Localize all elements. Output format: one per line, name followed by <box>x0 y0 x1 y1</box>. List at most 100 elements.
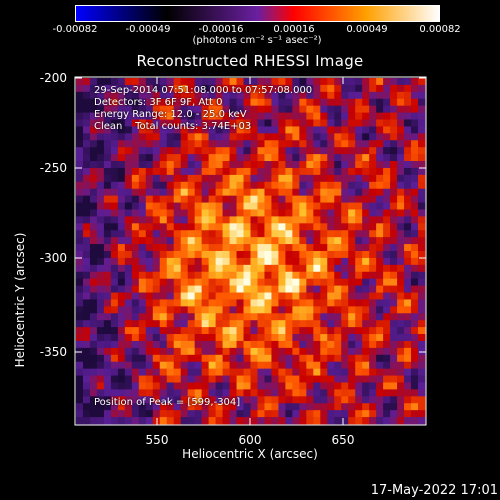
heatmap-cell <box>131 119 140 127</box>
heatmap-cell <box>418 195 426 203</box>
annotation-time: 29-Sep-2014 07:51:08.000 to 07:57:08.000 <box>94 85 313 96</box>
heatmap-cell <box>355 154 363 162</box>
heatmap-cell <box>271 223 279 231</box>
heatmap-cell <box>369 278 377 286</box>
heatmap-cell <box>89 361 98 370</box>
heatmap-cell <box>306 195 314 203</box>
heatmap-cell <box>397 195 405 203</box>
heatmap-cell <box>320 98 328 107</box>
heatmap-cell <box>152 410 161 418</box>
heatmap-cell <box>187 306 196 314</box>
heatmap-cell <box>229 285 237 293</box>
heatmap-cell <box>103 313 112 321</box>
heatmap-cell <box>96 340 105 349</box>
heatmap-cell <box>376 78 384 86</box>
heatmap-cell <box>327 285 335 293</box>
heatmap-cell <box>243 223 251 231</box>
heatmap-cell <box>215 299 223 307</box>
heatmap-cell <box>76 244 84 252</box>
heatmap-cell <box>201 292 210 300</box>
heatmap-cell <box>187 105 196 113</box>
heatmap-cell <box>278 237 286 245</box>
heatmap-cell <box>264 78 272 86</box>
heatmap-cell <box>306 306 314 314</box>
heatmap-cell <box>292 161 300 169</box>
heatmap-cell <box>138 340 147 349</box>
heatmap-cell <box>320 313 328 321</box>
heatmap-cell <box>257 230 265 238</box>
heatmap-cell <box>334 382 342 390</box>
heatmap-cell <box>159 368 168 376</box>
heatmap-cell <box>229 133 237 141</box>
heatmap-cell <box>124 340 133 349</box>
heatmap-cell <box>313 84 321 93</box>
heatmap-cell <box>418 313 426 321</box>
heatmap-cell <box>397 292 405 300</box>
heatmap-cell <box>355 382 363 390</box>
heatmap-cell <box>376 140 384 148</box>
heatmap-cell <box>131 396 140 404</box>
heatmap-cell <box>145 271 154 280</box>
heatmap-cell <box>208 285 216 293</box>
heatmap-cell <box>369 161 377 169</box>
heatmap-cell <box>285 354 293 363</box>
heatmap-cell <box>187 216 196 224</box>
heatmap-cell <box>173 299 182 307</box>
heatmap-cell <box>110 382 119 390</box>
heatmap-cell <box>152 264 161 273</box>
heatmap-cell <box>404 306 412 314</box>
heatmap-cell <box>327 154 335 162</box>
heatmap-cell <box>215 251 223 259</box>
heatmap-cell <box>236 278 244 286</box>
heatmap-cell <box>215 126 223 134</box>
heatmap-cell <box>152 181 161 190</box>
heatmap-cell <box>383 327 391 335</box>
heatmap-cell <box>243 237 251 245</box>
heatmap-cell <box>208 230 216 238</box>
heatmap-cell <box>362 313 370 321</box>
heatmap-cell <box>355 361 363 370</box>
heatmap-cell <box>201 347 210 356</box>
heatmap-cell <box>89 292 98 300</box>
heatmap-cell <box>341 140 349 148</box>
heatmap-cell <box>222 313 230 321</box>
heatmap-cell <box>103 278 112 286</box>
heatmap-cell <box>404 78 412 86</box>
heatmap-cell <box>418 278 426 286</box>
heatmap-cell <box>166 98 175 107</box>
heatmap-cell <box>271 112 279 120</box>
heatmap-cell <box>76 306 84 314</box>
heatmap-cell <box>208 306 216 314</box>
heatmap-cell <box>404 361 412 370</box>
heatmap-cell <box>215 320 223 328</box>
heatmap-cell <box>390 154 398 162</box>
heatmap-cell <box>117 251 126 259</box>
heatmap-cell <box>369 195 377 203</box>
heatmap-cell <box>187 313 196 321</box>
heatmap-cell <box>355 264 363 273</box>
heatmap-cell <box>313 140 321 148</box>
heatmap-cell <box>215 292 223 300</box>
heatmap-cell <box>229 237 237 245</box>
annotation-detectors: Detectors: 3F 6F 9F, Att 0 <box>94 97 223 108</box>
heatmap-cell <box>96 292 105 300</box>
heatmap-cell <box>285 230 293 238</box>
heatmap-cell <box>103 389 112 397</box>
heatmap-cell <box>152 147 161 155</box>
heatmap-cell <box>348 216 356 224</box>
heatmap-cell <box>334 216 342 224</box>
heatmap-cell <box>201 327 210 335</box>
heatmap-cell <box>243 417 251 425</box>
heatmap-cell <box>180 195 189 203</box>
heatmap-cell <box>397 161 405 169</box>
heatmap-cell <box>124 327 133 335</box>
heatmap-cell <box>145 375 154 383</box>
heatmap-cell <box>194 292 203 300</box>
heatmap-cell <box>376 161 384 169</box>
heatmap-cell <box>194 112 203 120</box>
heatmap-cell <box>257 174 265 183</box>
heatmap-cell <box>76 161 84 169</box>
heatmap-cell <box>110 188 119 197</box>
heatmap-cell <box>341 285 349 293</box>
heatmap-cell <box>110 154 119 162</box>
